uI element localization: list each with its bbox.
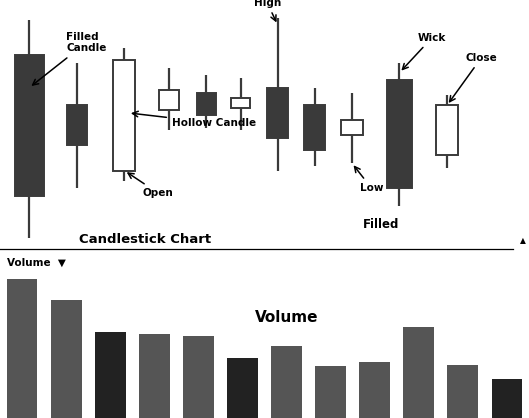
Text: Filled: Filled: [363, 218, 399, 231]
Bar: [436, 105, 458, 155]
Text: Filled
Candle: Filled Candle: [33, 32, 106, 85]
Bar: [67, 105, 87, 145]
Bar: [15, 55, 44, 196]
Text: Low: Low: [354, 166, 383, 193]
Text: Close: Close: [450, 53, 497, 102]
Bar: [341, 120, 363, 135]
Bar: [183, 336, 214, 418]
Text: Volume: Volume: [255, 310, 318, 325]
Bar: [491, 379, 522, 418]
Bar: [403, 327, 434, 418]
Text: Hollow Candle: Hollow Candle: [132, 111, 256, 128]
Bar: [113, 60, 135, 171]
Bar: [359, 362, 390, 418]
Bar: [227, 358, 258, 418]
Bar: [315, 367, 346, 418]
Bar: [448, 365, 478, 418]
Text: ▲: ▲: [519, 236, 526, 245]
Bar: [197, 93, 216, 115]
Text: Candlestick Chart: Candlestick Chart: [79, 233, 212, 246]
Bar: [387, 80, 412, 188]
Bar: [271, 346, 302, 418]
Text: Open: Open: [128, 173, 174, 198]
Bar: [159, 90, 179, 110]
Text: Wick: Wick: [403, 33, 446, 69]
Text: Volume  ▼: Volume ▼: [6, 258, 66, 268]
Bar: [304, 105, 325, 150]
Bar: [51, 300, 81, 418]
Bar: [7, 279, 38, 418]
Bar: [267, 88, 288, 138]
Bar: [95, 331, 125, 418]
Bar: [232, 98, 250, 108]
Bar: [139, 334, 170, 418]
Text: High: High: [253, 0, 281, 21]
